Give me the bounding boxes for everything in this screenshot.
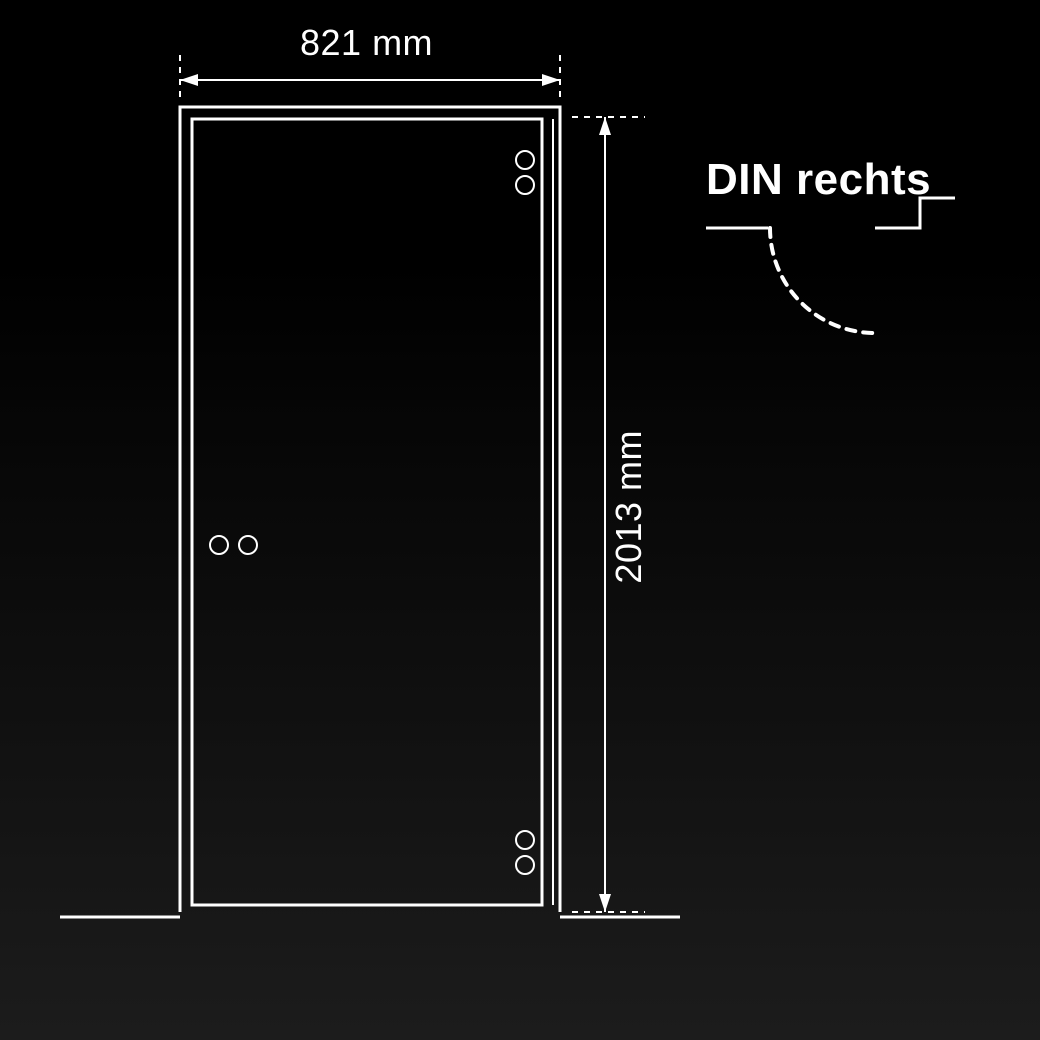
height-dimension-label: 2013 mm (608, 430, 650, 584)
width-dimension-label: 821 mm (300, 22, 433, 64)
din-direction-label: DIN rechts (706, 155, 931, 205)
